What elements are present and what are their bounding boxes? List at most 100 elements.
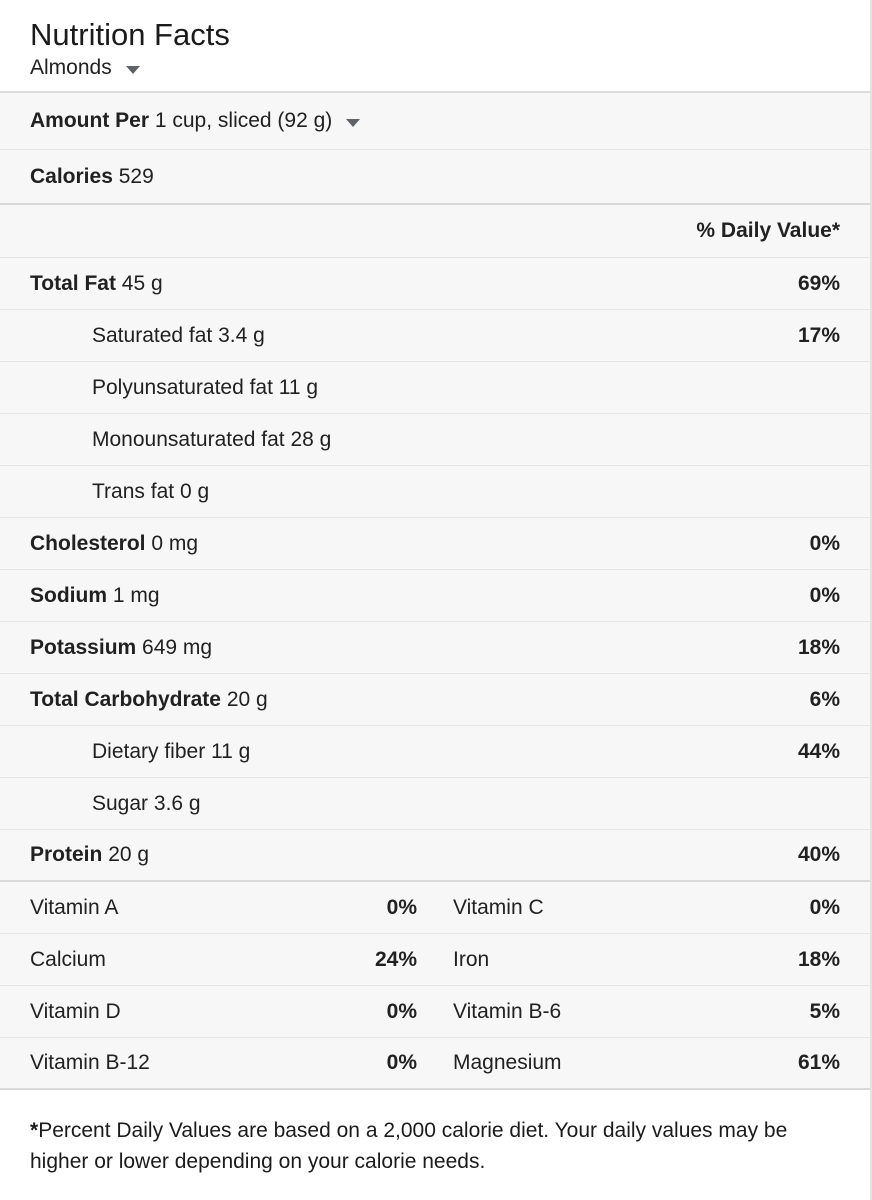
- nutrition-table: Amount Per 1 cup, sliced (92 g) Calories…: [0, 93, 870, 1090]
- micronutrient-row: Vitamin A 0% Vitamin C 0%: [0, 882, 870, 934]
- nutrient-label: Total Fat 45 g: [30, 272, 163, 296]
- nutrient-name: Trans fat: [92, 479, 175, 503]
- chevron-down-icon: [346, 118, 361, 127]
- micro-daily-value: 61%: [797, 1051, 840, 1074]
- chevron-down-icon: [125, 65, 140, 74]
- micro-daily-value: 0%: [386, 1051, 417, 1074]
- micro-label: Vitamin D: [30, 999, 121, 1023]
- micro-daily-value: 0%: [809, 895, 840, 919]
- serving-size-dropdown[interactable]: Amount Per 1 cup, sliced (92 g): [0, 93, 870, 150]
- nutrient-name: Dietary fiber: [92, 739, 206, 763]
- nutrient-daily-value: 6%: [809, 687, 840, 711]
- nutrient-row-trans-fat: Trans fat 0 g: [0, 466, 870, 518]
- nutrient-row-potassium: Potassium 649 mg 18%: [0, 622, 870, 674]
- nutrient-amount: 1 mg: [112, 583, 160, 607]
- micro-daily-value: 24%: [374, 947, 417, 971]
- nutrient-row-dietary-fiber: Dietary fiber 11 g 44%: [0, 726, 870, 778]
- nutrient-name: Saturated fat: [92, 323, 213, 347]
- nutrient-label: Sodium 1 mg: [30, 584, 160, 608]
- nutrient-daily-value: 69%: [797, 271, 840, 295]
- nutrient-amount: 11 g: [211, 739, 251, 763]
- micro-label: Vitamin B-12: [30, 1051, 150, 1074]
- nutrient-row-total-carbohydrate: Total Carbohydrate 20 g 6%: [0, 674, 870, 726]
- micronutrient-row: Vitamin B-12 0% Magnesium 61%: [0, 1038, 870, 1090]
- micro-cell-vitamin-b6: Vitamin B-6 5%: [453, 1000, 840, 1024]
- micro-cell-vitamin-a: Vitamin A 0%: [30, 896, 417, 920]
- nutrient-label: Dietary fiber 11 g: [92, 740, 250, 764]
- calories-label: Calories: [30, 164, 113, 188]
- nutrient-daily-value: 0%: [809, 531, 840, 555]
- nutrient-amount: 20 g: [226, 687, 268, 711]
- footnote-asterisk: *: [30, 1119, 39, 1142]
- micro-cell-iron: Iron 18%: [453, 948, 840, 972]
- daily-value-header-label: % Daily Value*: [696, 219, 840, 242]
- page-title: Nutrition Facts: [30, 17, 230, 52]
- panel-header: Nutrition Facts Almonds: [0, 0, 870, 93]
- nutrient-amount: 3.6 g: [153, 791, 201, 815]
- nutrient-daily-value: 0%: [809, 583, 840, 607]
- nutrient-row-total-fat: Total Fat 45 g 69%: [0, 258, 870, 310]
- daily-value-header: % Daily Value*: [0, 205, 870, 258]
- nutrient-name: Monounsaturated fat: [92, 427, 285, 451]
- nutrient-row-sodium: Sodium 1 mg 0%: [0, 570, 870, 622]
- micro-cell-vitamin-c: Vitamin C 0%: [453, 896, 840, 920]
- footnote-text: Percent Daily Values are based on a 2,00…: [30, 1119, 788, 1173]
- micro-cell-calcium: Calcium 24%: [30, 948, 417, 972]
- micro-label: Vitamin A: [30, 895, 119, 919]
- food-dropdown[interactable]: Almonds: [30, 56, 140, 80]
- nutrient-amount: 11 g: [278, 375, 319, 399]
- nutrient-daily-value: 17%: [797, 323, 840, 347]
- micronutrient-row: Vitamin D 0% Vitamin B-6 5%: [0, 986, 870, 1038]
- nutrient-row-sugar: Sugar 3.6 g: [0, 778, 870, 830]
- micro-cell-magnesium: Magnesium 61%: [453, 1051, 840, 1075]
- nutrient-name: Polyunsaturated fat: [92, 375, 273, 399]
- micro-daily-value: 5%: [809, 999, 840, 1023]
- micro-daily-value: 0%: [386, 999, 417, 1023]
- serving-prefix: Amount Per: [30, 109, 150, 132]
- calories-row: Calories 529: [0, 150, 870, 205]
- nutrient-name: Potassium: [30, 635, 137, 659]
- nutrient-amount: 28 g: [290, 427, 332, 451]
- nutrient-label: Cholesterol 0 mg: [30, 532, 198, 556]
- nutrient-amount: 20 g: [108, 843, 150, 866]
- micro-cell-vitamin-d: Vitamin D 0%: [30, 1000, 417, 1024]
- nutrient-amount: 45 g: [121, 271, 163, 295]
- nutrient-name: Total Carbohydrate: [30, 687, 221, 711]
- micro-label: Calcium: [30, 947, 106, 971]
- nutrient-name: Sugar: [92, 791, 149, 815]
- nutrient-row-cholesterol: Cholesterol 0 mg 0%: [0, 518, 870, 570]
- nutrient-amount: 3.4 g: [218, 323, 265, 347]
- micro-cell-vitamin-b12: Vitamin B-12 0%: [30, 1051, 417, 1075]
- nutrient-label: Potassium 649 mg: [30, 636, 212, 660]
- nutrient-name: Sodium: [30, 583, 107, 607]
- micro-label: Iron: [453, 947, 490, 971]
- serving-value: 1 cup, sliced (92 g): [154, 109, 333, 132]
- nutrient-row-saturated-fat: Saturated fat 3.4 g 17%: [0, 310, 870, 362]
- nutrient-label: Monounsaturated fat 28 g: [92, 428, 331, 452]
- micro-label: Vitamin B-6: [453, 999, 562, 1023]
- nutrient-daily-value: 44%: [797, 739, 840, 763]
- food-dropdown-label: Almonds: [30, 56, 112, 79]
- nutrient-row-monounsaturated-fat: Monounsaturated fat 28 g: [0, 414, 870, 466]
- nutrient-label: Protein 20 g: [30, 843, 149, 867]
- calories-value: 529: [118, 164, 154, 188]
- nutrient-amount: 0 mg: [151, 531, 199, 555]
- micro-daily-value: 18%: [797, 947, 840, 971]
- nutrient-daily-value: 40%: [797, 843, 840, 866]
- nutrient-label: Total Carbohydrate 20 g: [30, 688, 268, 712]
- daily-value-footnote: *Percent Daily Values are based on a 2,0…: [0, 1090, 870, 1200]
- nutrient-name: Cholesterol: [30, 531, 146, 555]
- micro-daily-value: 0%: [386, 895, 417, 919]
- micro-label: Magnesium: [453, 1051, 562, 1074]
- nutrient-label: Trans fat 0 g: [92, 480, 209, 504]
- nutrient-daily-value: 18%: [797, 635, 840, 659]
- nutrient-row-protein: Protein 20 g 40%: [0, 830, 870, 882]
- nutrient-amount: 649 mg: [142, 635, 213, 659]
- nutrient-label: Sugar 3.6 g: [92, 792, 201, 816]
- nutrient-label: Polyunsaturated fat 11 g: [92, 376, 318, 400]
- nutrient-label: Saturated fat 3.4 g: [92, 324, 265, 348]
- micro-label: Vitamin C: [453, 895, 544, 919]
- nutrient-row-polyunsaturated-fat: Polyunsaturated fat 11 g: [0, 362, 870, 414]
- nutrient-name: Total Fat: [30, 271, 116, 295]
